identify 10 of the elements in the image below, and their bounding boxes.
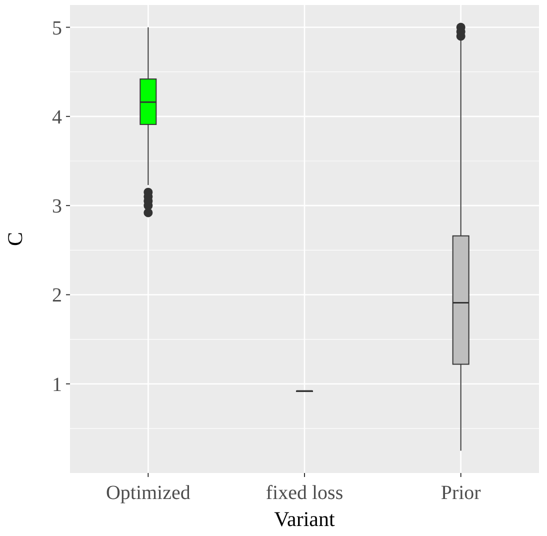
y-tick-label: 2 — [52, 284, 62, 307]
x-axis-title: Variant — [274, 507, 335, 531]
y-tick-label: 4 — [52, 106, 62, 128]
y-tick-label: 5 — [52, 17, 62, 40]
x-tick-label: Prior — [440, 482, 482, 504]
x-tick-label: Optimized — [106, 482, 190, 504]
y-tick-label: 1 — [52, 374, 62, 396]
y-tick-label: 3 — [52, 196, 62, 218]
x-tick-label: fixed loss — [266, 482, 344, 504]
y-axis-title: C — [3, 232, 27, 246]
